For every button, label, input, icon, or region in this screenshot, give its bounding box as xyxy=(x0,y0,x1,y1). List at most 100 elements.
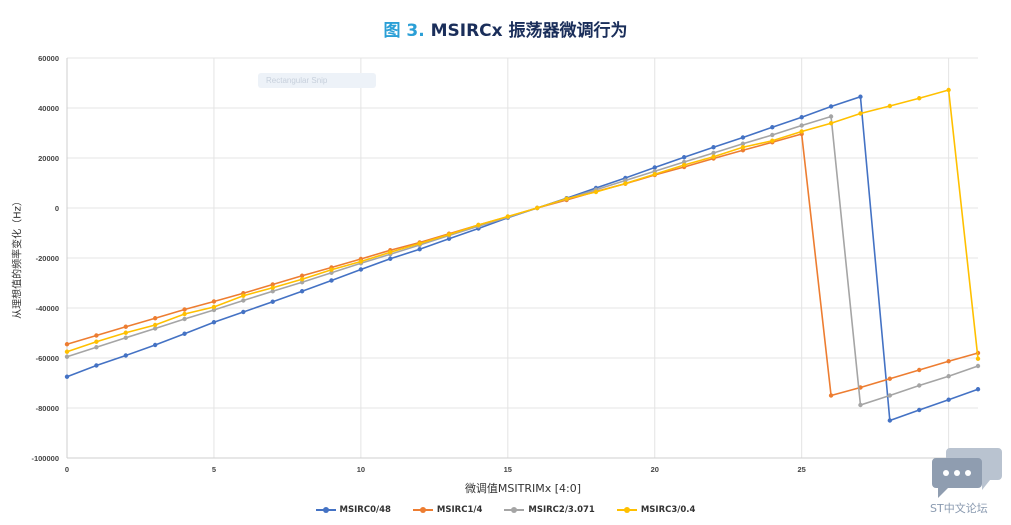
data-point xyxy=(358,267,364,272)
data-point xyxy=(388,250,393,255)
data-point xyxy=(975,356,981,361)
data-point xyxy=(917,383,922,388)
legend-item: MSIRC1/4 xyxy=(412,505,483,515)
y-tick-label: -100000 xyxy=(31,454,59,463)
data-point xyxy=(770,138,775,143)
data-point xyxy=(858,111,863,116)
legend-label: MSIRC1/4 xyxy=(436,505,483,515)
series-line-3 xyxy=(66,88,979,359)
data-point xyxy=(299,277,305,282)
data-point xyxy=(417,241,422,246)
data-point xyxy=(123,353,128,358)
data-point xyxy=(740,135,746,140)
data-point xyxy=(182,316,187,322)
data-point xyxy=(64,354,70,359)
data-point xyxy=(711,150,716,156)
data-point xyxy=(270,282,275,287)
data-point xyxy=(270,299,275,304)
data-point xyxy=(241,293,246,298)
data-point xyxy=(446,236,452,241)
data-point xyxy=(946,359,951,364)
legend-swatch xyxy=(412,507,433,513)
data-point xyxy=(828,121,834,126)
data-point xyxy=(828,114,834,119)
data-point xyxy=(946,374,951,379)
data-point xyxy=(887,418,893,423)
data-point xyxy=(299,273,305,278)
legend-item: MSIRC0/48 xyxy=(315,505,391,515)
data-point xyxy=(975,387,981,392)
data-point xyxy=(681,155,687,160)
legend-item: MSIRC2/3.071 xyxy=(504,505,595,515)
data-point xyxy=(211,299,217,304)
data-point xyxy=(123,335,128,340)
data-point xyxy=(623,181,628,186)
data-point xyxy=(975,363,981,369)
x-tick-label: 5 xyxy=(212,465,216,474)
legend-label: MSIRC0/48 xyxy=(339,505,391,515)
data-point xyxy=(770,132,775,138)
data-point xyxy=(476,222,481,228)
data-point xyxy=(887,376,893,381)
x-axis-label: 微调值MSITRIMx [4:0] xyxy=(464,482,582,495)
data-point xyxy=(152,322,158,328)
data-point xyxy=(270,285,275,290)
data-point xyxy=(211,320,217,325)
data-point xyxy=(770,125,775,130)
data-point xyxy=(329,267,334,272)
y-tick-label: 40000 xyxy=(38,104,59,113)
data-point xyxy=(241,298,246,303)
data-point xyxy=(652,165,657,170)
data-point xyxy=(329,278,334,283)
chart-title: 图 3. MSIRCx 振荡器微调行为 xyxy=(0,16,1011,41)
data-point xyxy=(388,256,393,261)
y-tick-label: -40000 xyxy=(36,304,59,313)
data-point xyxy=(446,232,452,237)
forum-chat-icon xyxy=(932,448,1002,498)
data-point xyxy=(858,94,863,99)
data-point xyxy=(917,407,922,413)
data-point xyxy=(681,162,687,168)
data-point xyxy=(740,141,746,146)
data-point xyxy=(358,259,364,264)
data-point xyxy=(828,104,834,109)
y-tick-label: -80000 xyxy=(36,404,59,413)
data-point xyxy=(94,339,99,344)
legend-label: MSIRC3/0.4 xyxy=(640,505,696,515)
legend-swatch xyxy=(616,507,637,513)
y-axis-label: 从理想值的频率变化（Hz） xyxy=(12,196,24,319)
data-point xyxy=(887,393,893,398)
data-point xyxy=(564,196,569,201)
data-point xyxy=(887,103,893,109)
data-point xyxy=(94,363,99,368)
legend-label: MSIRC2/3.071 xyxy=(528,505,595,515)
figure-number: 图 3. xyxy=(383,21,425,41)
y-tick-label: -20000 xyxy=(36,254,59,263)
data-point xyxy=(211,304,217,310)
data-point xyxy=(740,145,746,150)
series-line-0 xyxy=(66,95,979,422)
data-point xyxy=(64,349,70,354)
data-point xyxy=(417,247,422,252)
x-tick-label: 20 xyxy=(651,465,659,474)
data-point xyxy=(152,316,158,321)
data-point xyxy=(94,333,99,338)
data-point xyxy=(946,397,951,402)
data-point xyxy=(534,205,540,211)
x-tick-label: 15 xyxy=(504,465,512,474)
data-point xyxy=(182,331,187,336)
figure-caption: MSIRCx 振荡器微调行为 xyxy=(430,21,628,41)
data-point xyxy=(711,154,716,159)
data-point xyxy=(64,374,70,379)
data-point xyxy=(94,345,99,350)
data-point xyxy=(711,145,716,150)
y-tick-label: 60000 xyxy=(38,54,59,63)
legend-item: MSIRC3/0.4 xyxy=(616,505,696,515)
y-tick-label: 20000 xyxy=(38,154,59,163)
data-point xyxy=(299,289,305,294)
data-point xyxy=(64,342,70,347)
data-point xyxy=(505,214,511,219)
data-point xyxy=(828,393,834,398)
data-point xyxy=(152,342,158,348)
